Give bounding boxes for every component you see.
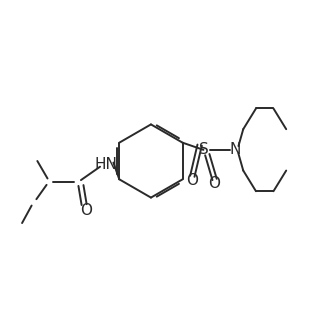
Text: O: O: [186, 173, 198, 188]
Text: O: O: [209, 176, 221, 191]
Text: S: S: [199, 142, 208, 157]
Text: N: N: [230, 142, 241, 157]
Text: HN: HN: [95, 157, 118, 172]
Text: O: O: [80, 203, 92, 218]
